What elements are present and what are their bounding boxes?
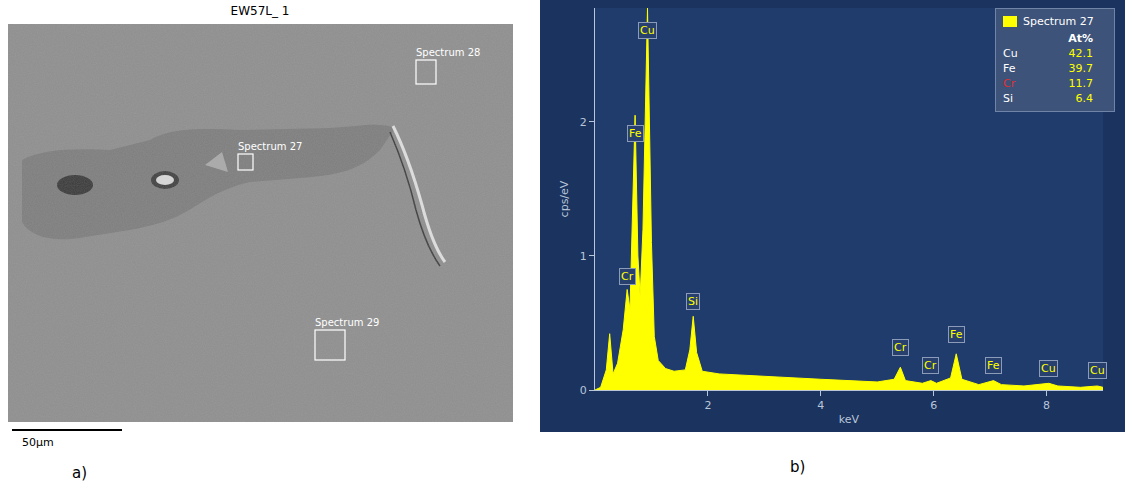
- svg-text:Si: Si: [688, 295, 698, 308]
- svg-text:Spectrum 28: Spectrum 28: [416, 47, 480, 58]
- svg-text:Fe: Fe: [950, 328, 963, 341]
- svg-text:Cr: Cr: [621, 270, 634, 283]
- svg-text:0: 0: [580, 384, 587, 397]
- html-text:11.7: 11.7: [1068, 77, 1093, 90]
- svg-text:keV: keV: [839, 413, 860, 426]
- svg-text:2: 2: [580, 116, 587, 129]
- svg-text:8: 8: [1043, 399, 1050, 412]
- html-text:Spectrum 27: Spectrum 27: [1023, 15, 1094, 28]
- html-text:b): b): [790, 458, 806, 476]
- svg-text:50µm: 50µm: [22, 436, 54, 449]
- html-text:Fe: Fe: [1003, 62, 1016, 75]
- svg-text:Fe: Fe: [987, 359, 1000, 372]
- html-text:6.4: 6.4: [1075, 92, 1093, 105]
- html-text:Si: Si: [1003, 92, 1013, 105]
- svg-text:Cr: Cr: [894, 341, 907, 354]
- svg-text:Cu: Cu: [1090, 364, 1105, 377]
- html-text:At%: At%: [1068, 32, 1093, 45]
- html-text:39.7: 39.7: [1068, 62, 1093, 75]
- html-text:Cu: Cu: [1003, 47, 1018, 60]
- svg-text:Spectrum 29: Spectrum 29: [315, 317, 379, 328]
- svg-text:1: 1: [580, 250, 587, 263]
- html-text:42.1: 42.1: [1068, 47, 1093, 60]
- svg-text:Cr: Cr: [924, 359, 937, 372]
- svg-text:EW57L_ 1: EW57L_ 1: [231, 4, 290, 18]
- svg-text:Fe: Fe: [629, 127, 642, 140]
- svg-text:cps/eV: cps/eV: [558, 180, 571, 217]
- svg-text:Spectrum 27: Spectrum 27: [238, 141, 302, 152]
- html-text:Cr: Cr: [1003, 77, 1016, 90]
- svg-text:a): a): [72, 464, 87, 482]
- svg-text:4: 4: [817, 399, 824, 412]
- svg-text:6: 6: [930, 399, 937, 412]
- svg-text:Cu: Cu: [1041, 362, 1056, 375]
- svg-text:2: 2: [704, 399, 711, 412]
- svg-text:Cu: Cu: [640, 24, 655, 37]
